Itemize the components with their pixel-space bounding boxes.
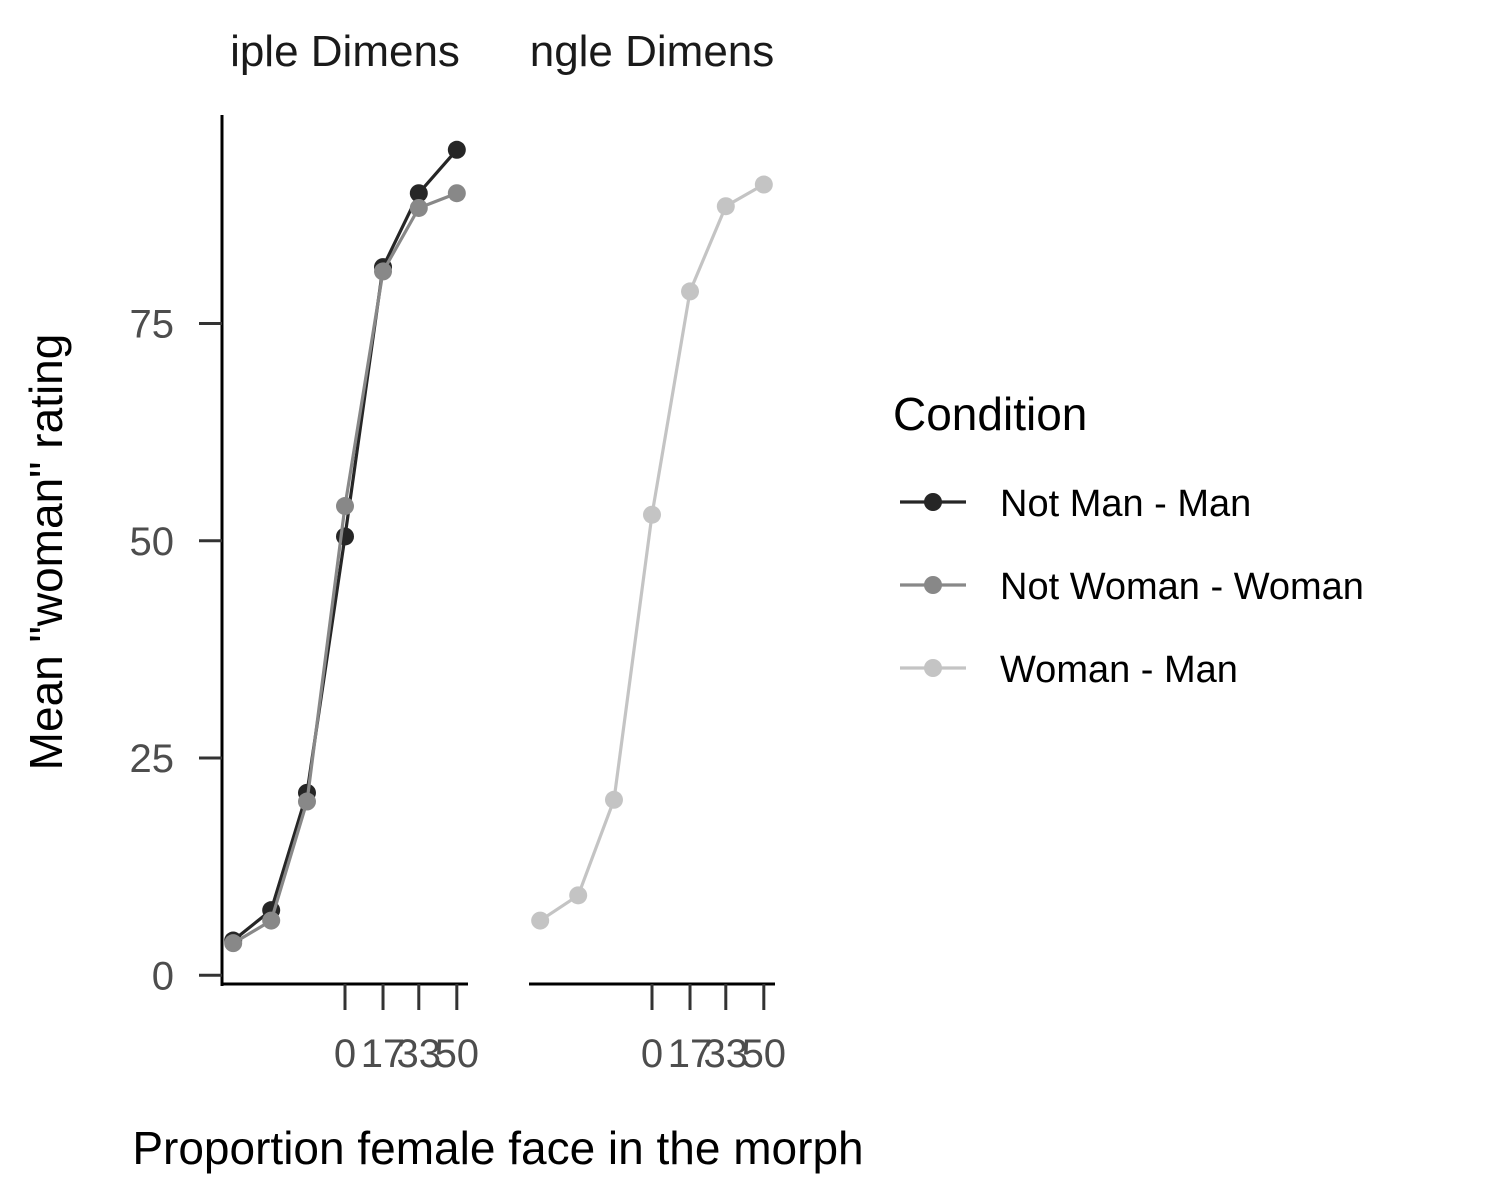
panel-strip-label: ngle Dimens (530, 27, 775, 76)
data-point (336, 497, 354, 516)
y-axis: 0 25 50 75 (130, 115, 224, 998)
y-tick-label: 0 (152, 954, 174, 998)
data-point (569, 886, 588, 905)
data-point (224, 934, 243, 953)
legend-label: Woman - Man (1000, 649, 1238, 691)
data-point (409, 184, 428, 203)
series-line (539, 183, 765, 922)
data-point (409, 198, 428, 217)
y-axis-title: Mean "woman" rating (20, 334, 72, 771)
data-point (531, 911, 550, 930)
data-point (374, 262, 393, 281)
data-point (681, 282, 700, 301)
y-tick-label: 75 (130, 303, 175, 347)
x-tick-label: 0 (641, 1032, 663, 1076)
x-tick-label: 17 (668, 1032, 713, 1076)
x-tick-label: 0 (334, 1032, 356, 1076)
y-tick-label: 50 (130, 520, 175, 564)
data-point (262, 911, 281, 930)
legend-entry: Woman - Man (900, 649, 1238, 691)
panel-strip-label: iple Dimens (230, 27, 460, 76)
series-line (232, 191, 458, 945)
data-point (716, 197, 735, 216)
legend: Condition Not Man - Man Not Woman - Woman… (893, 388, 1364, 691)
legend-key-point (924, 576, 942, 594)
legend-key-point (924, 659, 942, 677)
data-point (754, 175, 773, 194)
data-point (604, 790, 623, 809)
data-point (643, 505, 661, 524)
legend-label: Not Woman - Woman (1000, 566, 1364, 608)
legend-title: Condition (893, 388, 1087, 440)
data-point (447, 184, 466, 203)
data-point (447, 140, 466, 159)
x-tick-label: 33 (397, 1032, 442, 1076)
x-tick-label: 50 (435, 1032, 480, 1076)
legend-label: Not Man - Man (1000, 483, 1251, 525)
x-axis-title: Proportion female face in the morph (132, 1122, 863, 1174)
data-point (297, 792, 316, 811)
x-tick-label: 17 (361, 1032, 406, 1076)
y-tick-label: 25 (130, 737, 175, 781)
x-tick-label: 50 (742, 1032, 787, 1076)
legend-key-point (924, 493, 942, 511)
x-tick-label: 33 (704, 1032, 749, 1076)
legend-entry: Not Woman - Woman (900, 566, 1364, 608)
legend-entry: Not Man - Man (900, 483, 1251, 525)
